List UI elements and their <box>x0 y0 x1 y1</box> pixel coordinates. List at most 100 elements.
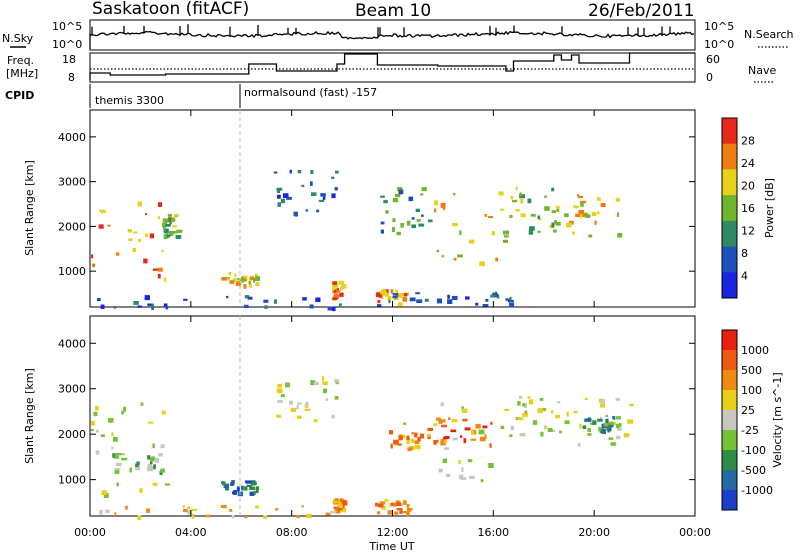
velocity-colorbar: 1000 500 100 25 -25 -100 -500 -1000 <box>721 329 773 511</box>
velocity-cell <box>488 463 494 468</box>
search-tick-top: 10^5 <box>704 20 734 33</box>
power-cell <box>585 212 588 217</box>
power-cell <box>500 208 504 211</box>
velocity-cell <box>116 482 119 487</box>
power-cell <box>253 277 255 283</box>
power-cell <box>509 215 513 218</box>
velocity-cell <box>395 502 401 507</box>
power-colorbar-swatch <box>722 195 737 222</box>
power-cell <box>388 299 391 304</box>
velocity-colorbar-swatch <box>722 450 737 471</box>
power-cell <box>165 224 171 227</box>
velocity-cell <box>602 429 606 435</box>
power-cell <box>396 231 401 236</box>
power-cell <box>318 199 325 202</box>
velocity-colorbar-swatch <box>722 330 737 351</box>
power-y-ticks: 1000 2000 3000 4000 <box>58 131 695 278</box>
power-cell <box>176 229 183 233</box>
power-cell <box>161 249 164 252</box>
velocity-cell <box>603 426 607 431</box>
power-cell <box>509 296 512 302</box>
velocity-cell <box>467 459 473 463</box>
power-cell <box>379 291 385 296</box>
velocity-cell <box>150 456 155 462</box>
velocity-colorbar-tick: 500 <box>741 364 762 377</box>
velocity-cell <box>241 485 244 491</box>
power-cell <box>228 271 232 275</box>
velocity-cell <box>557 401 561 404</box>
velocity-cell <box>403 422 406 425</box>
velocity-cell <box>313 381 319 386</box>
velocity-cell <box>610 442 616 446</box>
power-cell <box>617 233 623 238</box>
velocity-cell <box>301 505 304 508</box>
power-cell <box>165 220 169 223</box>
velocity-cell <box>323 388 327 394</box>
power-cell <box>375 292 381 297</box>
velocity-cell <box>125 505 128 510</box>
velocity-colorbar-swatch <box>722 430 737 451</box>
power-cell <box>234 273 237 278</box>
velocity-colorbar-swatch <box>722 370 737 391</box>
velocity-cell <box>325 398 329 401</box>
power-cell <box>336 284 339 287</box>
x-tick-label: 04:00 <box>175 526 207 539</box>
power-colorbar-tick: 12 <box>741 225 755 238</box>
power-cell <box>172 231 178 234</box>
velocity-cell <box>440 440 446 446</box>
power-cell <box>297 170 302 174</box>
power-cell <box>553 229 557 233</box>
power-cell <box>577 196 584 199</box>
velocity-cell <box>280 394 285 398</box>
velocity-cell <box>600 399 605 405</box>
velocity-cell <box>406 511 410 517</box>
velocity-cell <box>419 433 425 439</box>
power-cell <box>564 213 569 218</box>
power-cell <box>529 226 535 231</box>
power-cell <box>248 283 252 288</box>
power-cell <box>377 300 381 304</box>
velocity-cell <box>389 430 393 435</box>
power-cell <box>427 219 433 223</box>
velocity-colorbar-swatch <box>722 390 737 411</box>
power-colorbar-swatch <box>722 169 737 196</box>
power-cell <box>537 230 541 233</box>
velocity-cell <box>490 421 493 425</box>
power-cell <box>91 254 94 259</box>
power-cell <box>331 176 335 179</box>
velocity-cell <box>399 510 403 514</box>
velocity-cell <box>532 420 538 425</box>
velocity-cell <box>566 411 569 417</box>
velocity-cell <box>310 380 316 386</box>
velocity-cell <box>129 467 132 473</box>
velocity-cell <box>616 416 621 420</box>
velocity-cell <box>615 398 620 401</box>
velocity-cell <box>90 428 94 432</box>
sky-tick-top: 10^5 <box>52 20 82 33</box>
velocity-cell <box>517 417 524 421</box>
velocity-cell <box>187 509 193 515</box>
power-cell <box>484 214 487 217</box>
power-cell <box>503 239 508 243</box>
velocity-cell <box>121 410 125 415</box>
power-cell <box>491 231 495 236</box>
x-axis-label: Time UT <box>368 540 414 553</box>
velocity-cell <box>160 468 165 473</box>
power-cell <box>309 304 314 309</box>
velocity-cell <box>384 498 389 502</box>
velocity-cell <box>305 401 309 407</box>
power-cell <box>395 193 401 198</box>
velocity-cell <box>263 515 268 519</box>
velocity-cell <box>122 453 126 456</box>
power-cell <box>383 200 388 204</box>
power-cell <box>128 238 133 241</box>
power-cell <box>582 212 588 218</box>
x-tick-label: 16:00 <box>477 526 509 539</box>
velocity-heatmap <box>90 316 634 521</box>
velocity-cell <box>540 431 544 437</box>
velocity-cell <box>325 512 331 516</box>
power-cell <box>99 209 105 212</box>
velocity-cell <box>537 408 544 414</box>
power-cell <box>305 209 308 212</box>
power-cell <box>167 214 172 217</box>
